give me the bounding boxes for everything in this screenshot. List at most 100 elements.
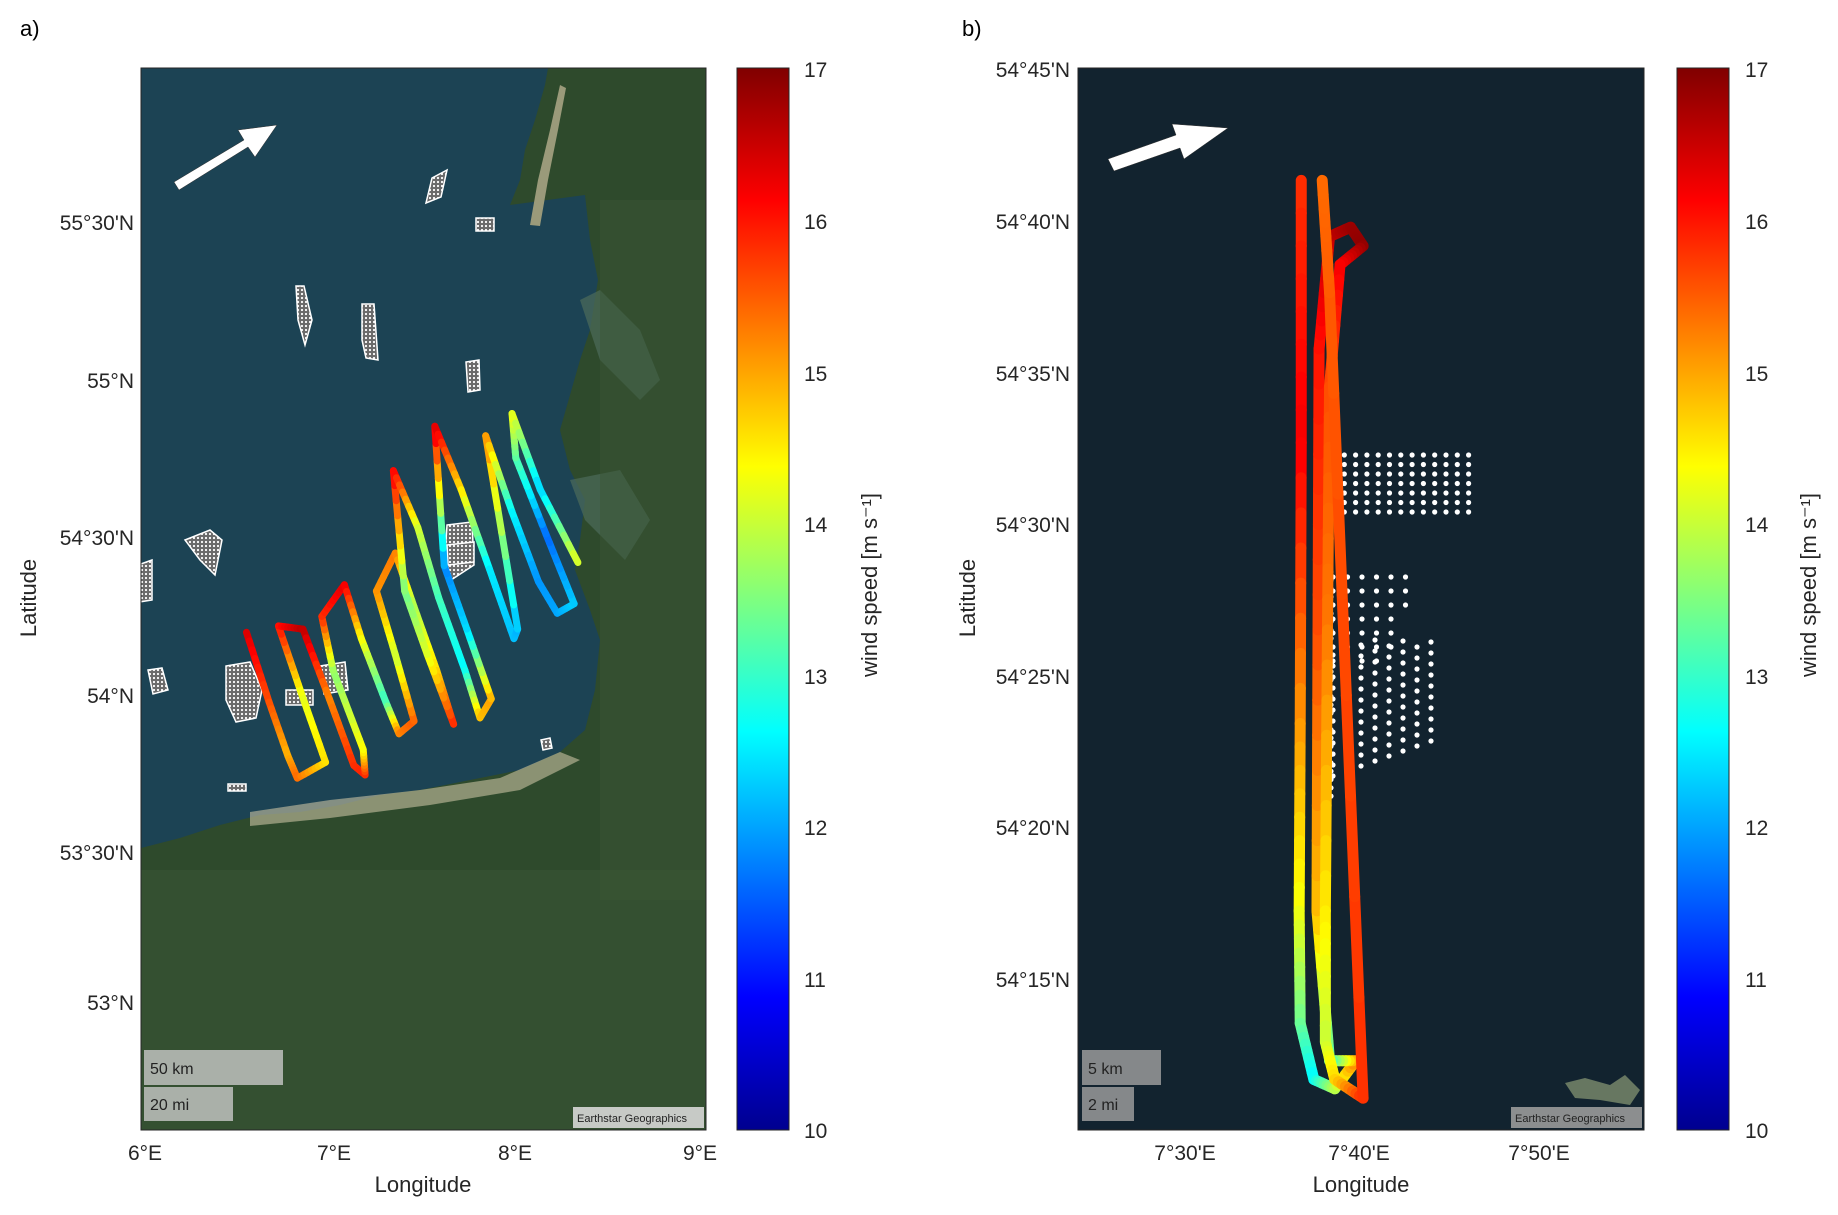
turbine-marker — [1388, 602, 1394, 608]
turbine-marker — [1454, 480, 1460, 487]
turbine-marker — [1454, 499, 1460, 506]
scalebar-mi — [144, 1087, 233, 1121]
wind-farm — [227, 783, 247, 792]
turbine-marker — [1466, 461, 1472, 468]
turbine-marker — [1364, 480, 1370, 487]
turbine-marker — [1443, 471, 1449, 477]
turbine-marker — [1359, 658, 1365, 664]
track-segment — [1345, 790, 1361, 903]
map-b-frame — [1077, 67, 1645, 1131]
turbine-marker — [1358, 675, 1364, 681]
turbine-marker — [1358, 697, 1364, 703]
scalebar-km-label: 5 km — [1088, 1061, 1123, 1078]
turbine-marker — [1454, 452, 1460, 458]
x-tick: 9°E — [683, 1142, 717, 1165]
colorbar-tick: 17 — [804, 59, 827, 82]
track-segment — [494, 504, 506, 536]
y-ticks-b: 54°45'N 54°40'N 54°35'N 54°30'N 54°25'N … — [996, 59, 1070, 992]
wind-farm — [361, 303, 379, 361]
turbine-marker — [1454, 461, 1460, 468]
turbine-marker — [1400, 715, 1406, 721]
y-tick: 54°15'N — [996, 969, 1070, 992]
turbine-marker — [1386, 731, 1392, 737]
x-tick: 7°50'E — [1508, 1142, 1569, 1165]
turbine-marker — [1375, 480, 1381, 487]
turbine-marker — [1402, 602, 1409, 608]
turbine-marker — [1386, 720, 1392, 726]
turbine-marker — [1428, 727, 1434, 733]
x-axis-label-a: Longitude — [375, 1172, 472, 1197]
turbine-marker — [1466, 452, 1472, 458]
wind-direction-arrow-icon — [1107, 123, 1229, 172]
turbine-marker — [1372, 637, 1378, 643]
turbine-marker — [1353, 509, 1359, 515]
colorbar-tick: 12 — [804, 817, 827, 840]
attribution-box — [573, 1107, 704, 1128]
x-ticks-a: 6°E 7°E 8°E 9°E — [128, 1142, 717, 1165]
turbine-marker — [1400, 682, 1406, 688]
turbine-marker — [1420, 461, 1426, 468]
land-texture — [141, 870, 706, 1130]
turbine-marker — [1375, 461, 1381, 468]
turbine-marker — [1414, 655, 1420, 661]
turbine-marker — [1373, 588, 1380, 594]
turbine-marker — [1414, 732, 1420, 738]
turbine-marker — [1443, 499, 1449, 506]
wind-farm — [465, 359, 481, 393]
tidal-flat — [570, 470, 650, 560]
track-segment — [486, 456, 498, 488]
turbine-marker — [1414, 743, 1420, 749]
turbine-marker — [1432, 480, 1438, 487]
turbine-marker — [1372, 736, 1378, 742]
tidal-flat — [580, 290, 660, 400]
turbine-marker — [1353, 471, 1359, 477]
turbine-marker — [1388, 574, 1394, 580]
colorbar-tick: 14 — [1745, 514, 1769, 537]
colorbar-a-ticks: 17 16 15 14 13 12 11 10 — [804, 59, 828, 1143]
track-segment — [1349, 891, 1365, 1003]
turbine-marker — [1432, 471, 1438, 477]
turbine-marker — [1359, 574, 1365, 580]
turbine-marker — [1372, 747, 1378, 753]
turbine-marker — [1375, 471, 1381, 477]
wind-farm — [424, 168, 449, 205]
turbine-marker — [1364, 490, 1370, 496]
turbine-marker — [1358, 719, 1364, 725]
turbine-marker — [1466, 499, 1472, 506]
turbine-marker — [1402, 588, 1409, 594]
wind-farm — [446, 541, 475, 566]
turbine-marker — [1409, 480, 1415, 487]
turbine-marker — [1386, 509, 1393, 515]
colorbar-tick: 13 — [804, 666, 827, 689]
turbine-marker — [1364, 461, 1370, 468]
x-tick: 7°30'E — [1154, 1142, 1215, 1165]
turbine-marker — [1353, 499, 1359, 506]
y-ticks-a: 55°30'N 55°N 54°30'N 54°N 53°30'N 53°N — [60, 212, 134, 1015]
colorbar-tick: 16 — [804, 211, 827, 234]
turbine-marker — [1353, 452, 1359, 458]
y-tick: 54°45'N — [996, 59, 1070, 82]
colorbar-tick: 15 — [804, 363, 827, 386]
turbine-marker — [1428, 705, 1434, 711]
turbine-marker — [1358, 664, 1364, 670]
turbine-marker — [1358, 741, 1364, 747]
turbine-marker — [1414, 710, 1420, 716]
scalebar-mi-label: 2 mi — [1088, 1097, 1118, 1114]
turbine-marker — [1420, 452, 1426, 458]
y-tick: 54°20'N — [996, 817, 1070, 840]
panel-b: b) 5 km 2 mi Earthstar Geographics 7°30'… — [955, 16, 1821, 1197]
turbine-marker — [1466, 480, 1472, 487]
track-segment — [1340, 689, 1357, 802]
y-tick: 54°35'N — [996, 363, 1070, 386]
map-a-frame — [140, 67, 707, 1131]
y-tick: 54°30'N — [996, 514, 1070, 537]
turbine-marker — [1372, 758, 1378, 764]
turbine-marker — [1359, 588, 1365, 594]
turbine-marker — [1373, 602, 1380, 608]
colorbar-tick: 14 — [804, 514, 828, 537]
turbine-marker — [1409, 490, 1415, 496]
turbine-marker — [1386, 480, 1393, 487]
panel-a-label: a) — [20, 16, 40, 41]
y-tick: 54°N — [87, 685, 134, 708]
